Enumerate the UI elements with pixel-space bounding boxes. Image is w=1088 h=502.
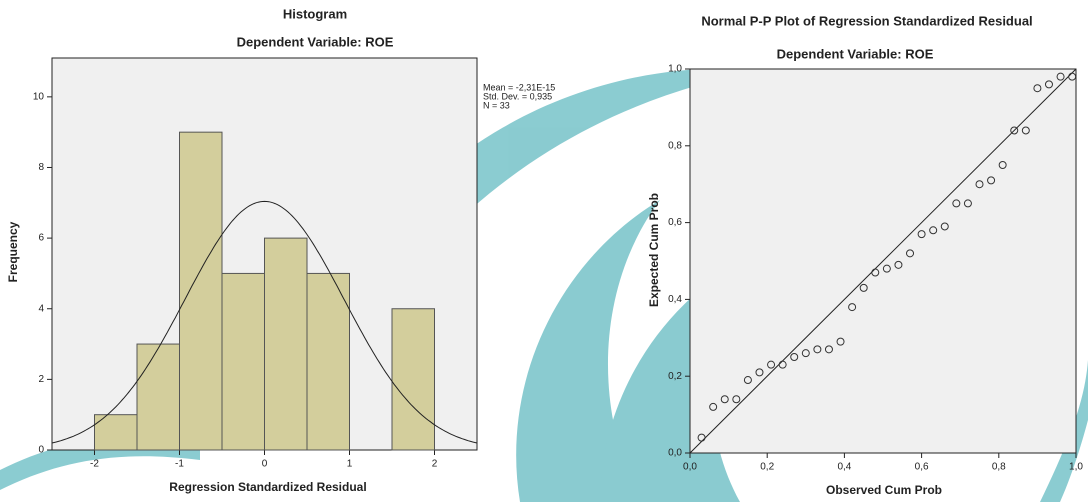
point <box>952 199 961 208</box>
y-tick-label: 6 <box>38 233 44 244</box>
point <box>767 360 776 369</box>
bar <box>221 272 265 451</box>
point <box>743 376 752 385</box>
x-tick-label: 0,6 <box>915 462 929 473</box>
point <box>859 283 868 292</box>
y-tick-label: 4 <box>38 303 44 314</box>
point <box>1056 72 1065 81</box>
point <box>824 345 833 354</box>
y-axis-label: Expected Cum Prob <box>647 193 661 307</box>
point <box>917 230 926 239</box>
x-tick-label: -2 <box>90 459 99 470</box>
y-tick-label: 0,8 <box>668 140 682 151</box>
point <box>998 161 1007 169</box>
y-tick-label: 8 <box>38 162 44 173</box>
chart-title: Histogram <box>283 6 347 21</box>
point <box>813 345 822 354</box>
x-axis-label: Regression Standardized Residual <box>169 480 366 494</box>
y-tick-label: 0,4 <box>668 294 682 305</box>
bar <box>179 131 223 451</box>
point <box>1044 80 1053 89</box>
point <box>1021 126 1030 135</box>
point <box>929 226 938 235</box>
y-tick-label: 2 <box>38 374 44 385</box>
normal-curve <box>51 200 478 444</box>
y-tick-label: 0,0 <box>668 448 682 459</box>
stat-label: Std. Dev. = 0,935 <box>483 91 552 101</box>
bar <box>136 343 180 451</box>
point <box>1068 72 1077 81</box>
bar <box>391 308 435 451</box>
point <box>906 249 915 258</box>
x-tick-label: 0,2 <box>760 462 774 473</box>
x-tick-label: 2 <box>432 459 438 470</box>
point <box>848 303 857 312</box>
y-tick-label: 10 <box>33 91 45 102</box>
stat-label: N = 33 <box>483 100 510 110</box>
point <box>987 176 996 185</box>
x-tick-label: 0,4 <box>837 462 851 473</box>
point <box>732 395 741 404</box>
y-tick-label: 0 <box>38 445 44 456</box>
point <box>720 395 729 404</box>
point <box>801 349 810 358</box>
point <box>871 268 880 277</box>
chart-subtitle: Dependent Variable: ROE <box>777 46 934 61</box>
x-tick-label: -1 <box>175 459 184 470</box>
point <box>882 264 891 273</box>
x-tick-label: 0 <box>262 459 268 470</box>
x-tick-label: 0,8 <box>992 462 1006 473</box>
point <box>778 360 787 369</box>
point <box>755 368 764 377</box>
point <box>1033 84 1042 93</box>
y-tick-label: 0,6 <box>668 217 682 228</box>
chart-title: Normal P-P Plot of Regression Standardiz… <box>701 13 1032 28</box>
point <box>836 337 845 346</box>
x-tick-label: 1,0 <box>1069 462 1083 473</box>
point <box>790 353 799 361</box>
bar <box>306 272 350 451</box>
chart-subtitle: Dependent Variable: ROE <box>237 34 394 49</box>
point <box>1010 126 1019 135</box>
point <box>697 433 706 442</box>
point <box>940 222 949 231</box>
point <box>963 199 972 208</box>
y-tick-label: 0,2 <box>668 371 682 382</box>
x-tick-label: 1 <box>347 459 353 470</box>
x-tick-label: 0,0 <box>683 462 697 473</box>
point <box>709 402 718 411</box>
y-tick-label: 1,0 <box>668 64 682 75</box>
point <box>975 180 984 189</box>
point <box>894 260 903 269</box>
y-axis-label: Frequency <box>6 221 20 282</box>
x-axis-label: Observed Cum Prob <box>826 483 942 497</box>
stat-label: Mean = -2,31E-15 <box>483 82 555 92</box>
bar <box>264 237 308 451</box>
